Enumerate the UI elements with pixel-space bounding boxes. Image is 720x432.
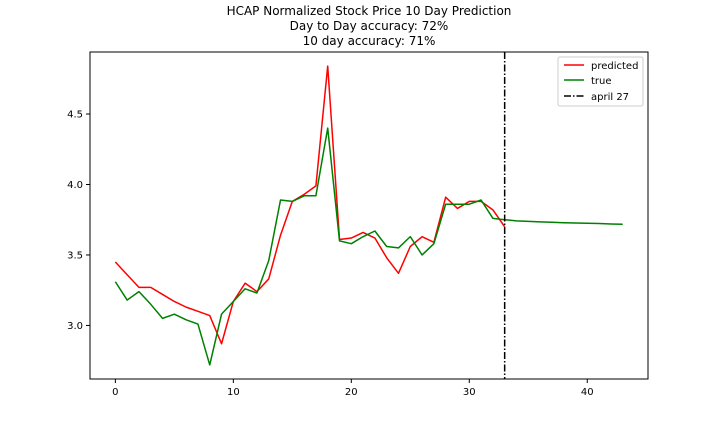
x-tick-label: 30 [463,387,476,398]
y-tick-label: 3.0 [67,321,83,332]
chart-subtitle-10day-accuracy: 10 day accuracy: 71% [302,34,436,48]
x-tick-label: 40 [581,387,594,398]
x-tick-label: 0 [112,387,118,398]
legend-label-true: true [591,76,612,87]
plot-frame [89,51,649,380]
x-tick-label: 20 [345,387,358,398]
chart-title: HCAP Normalized Stock Price 10 Day Predi… [226,4,512,18]
legend: predicted true april 27 [557,56,644,107]
legend-label-april-27: april 27 [591,92,629,103]
plot-marks [114,52,623,379]
y-tick-label: 3.5 [67,250,83,261]
series-line-true [114,127,623,366]
axes: 0 10 20 30 40 3.0 3.5 4.0 4.5 [67,110,594,398]
legend-label-predicted: predicted [591,61,638,72]
legend-box [557,56,644,107]
y-tick-label: 4.5 [67,110,83,121]
y-tick-label: 4.0 [67,180,83,191]
chart-subtitle-day-accuracy: Day to Day accuracy: 72% [289,19,449,33]
x-tick-label: 10 [227,387,240,398]
series-line-predicted [114,65,506,345]
